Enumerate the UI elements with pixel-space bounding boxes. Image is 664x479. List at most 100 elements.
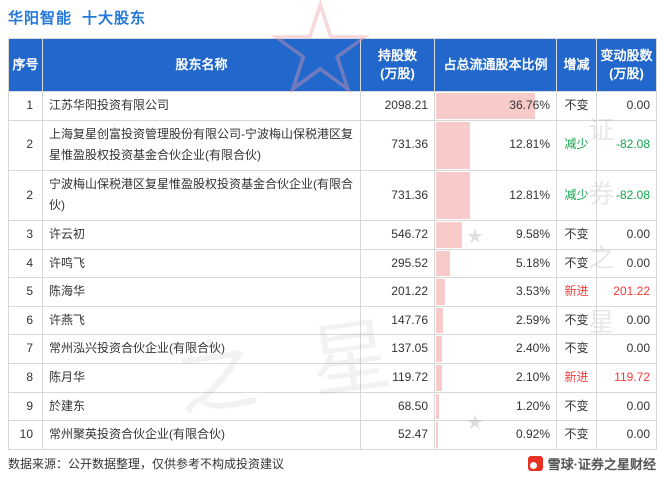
change-cell: 不变 (556, 305, 597, 336)
delta-cell: 0.00 (596, 91, 657, 121)
shareholder-name-cell: 陈海华 (42, 277, 361, 307)
delta-cell: 119.72 (596, 362, 657, 393)
percent-cell: 12.81% (434, 169, 557, 221)
shares-held-cell: 147.76 (360, 305, 435, 336)
row-number-cell: 8 (8, 362, 43, 393)
shareholder-name-cell: 常州聚英投资合伙企业(有限合伙) (42, 420, 361, 450)
percent-value: 2.10% (515, 369, 550, 384)
change-cell: 减少 (556, 119, 597, 171)
shares-held-cell: 731.36 (360, 169, 435, 221)
stock-name: 华阳智能 (8, 10, 73, 27)
row-number-cell: 2 (8, 119, 43, 171)
col-header-delta: 变动股数 (万股) (596, 38, 657, 92)
pct-bar (436, 121, 471, 169)
pct-bar (436, 221, 462, 248)
data-source-note: 数据来源：公开数据整理，仅供参考不构成投资建议 (8, 457, 285, 471)
shareholder-name-cell: 於建东 (42, 391, 361, 422)
percent-cell: 36.76% (434, 91, 557, 121)
percent-value: 2.59% (515, 312, 550, 327)
change-cell: 新进 (556, 362, 597, 393)
percent-cell: 2.59% (434, 305, 557, 336)
shares-held-cell: 2098.21 (360, 91, 435, 121)
row-number-cell: 6 (8, 305, 43, 336)
delta-cell: 0.00 (596, 305, 657, 336)
delta-cell: 201.22 (596, 277, 657, 307)
table-row: 8 陈月华 119.72 2.10% 新进 119.72 (8, 362, 657, 393)
table-row: 6 许燕飞 147.76 2.59% 不变 0.00 (8, 305, 657, 336)
row-number-cell: 3 (8, 219, 43, 250)
pct-bar (436, 93, 535, 119)
delta-cell: -82.08 (596, 169, 657, 221)
brand-text: 雪球·证券之星财经 (547, 457, 656, 472)
percent-cell: 1.20% (434, 391, 557, 422)
percent-cell: 5.18% (434, 248, 557, 279)
table-row: 7 常州泓兴投资合伙企业(有限合伙) 137.05 2.40% 不变 0.00 (8, 334, 657, 364)
shareholder-name-cell: 许云初 (42, 219, 361, 250)
footer: 数据来源：公开数据整理，仅供参考不构成投资建议 雪球·证券之星财经 (8, 454, 656, 473)
pct-bar (436, 422, 439, 448)
pct-bar (436, 250, 450, 277)
pct-bar (436, 171, 471, 219)
percent-value: 2.40% (515, 341, 550, 356)
table-row: 2 宁波梅山保税港区复星惟盈股权投资基金合伙企业(有限合伙) 731.36 12… (8, 169, 657, 221)
percent-value: 9.58% (515, 226, 550, 241)
shares-held-cell: 546.72 (360, 219, 435, 250)
shareholder-name-cell: 许燕飞 (42, 305, 361, 336)
pct-bar (436, 307, 443, 334)
shareholder-name-cell: 常州泓兴投资合伙企业(有限合伙) (42, 334, 361, 364)
change-cell: 不变 (556, 334, 597, 364)
col-header-shares: 持股数 (万股) (360, 38, 435, 92)
pct-bar (436, 393, 440, 420)
row-number-cell: 4 (8, 248, 43, 279)
shares-held-cell: 731.36 (360, 119, 435, 171)
change-cell: 不变 (556, 248, 597, 279)
col-header-change: 增减 (556, 38, 597, 92)
percent-cell: 9.58% (434, 219, 557, 250)
shareholders-table: 序号 股东名称 持股数 (万股) 占总流通股本比例 增减 变动股数 (万股) 1… (8, 38, 657, 450)
delta-cell: 0.00 (596, 420, 657, 450)
shares-held-cell: 201.22 (360, 277, 435, 307)
change-cell: 不变 (556, 391, 597, 422)
header-row: 序号 股东名称 持股数 (万股) 占总流通股本比例 增减 变动股数 (万股) (8, 38, 657, 92)
percent-value: 12.81% (509, 187, 550, 202)
table-row: 9 於建东 68.50 1.20% 不变 0.00 (8, 391, 657, 422)
shares-held-cell: 68.50 (360, 391, 435, 422)
table-row: 1 江苏华阳投资有限公司 2098.21 36.76% 不变 0.00 (8, 91, 657, 121)
shareholder-name-cell: 陈月华 (42, 362, 361, 393)
shareholder-name-cell: 上海复星创富投资管理股份有限公司-宁波梅山保税港区复星惟盈股权投资基金合伙企业(… (42, 119, 361, 171)
col-header-percent: 占总流通股本比例 (434, 38, 557, 92)
pct-bar (436, 364, 442, 391)
change-cell: 不变 (556, 91, 597, 121)
table-row: 5 陈海华 201.22 3.53% 新进 201.22 (8, 277, 657, 307)
row-number-cell: 2 (8, 169, 43, 221)
percent-cell: 12.81% (434, 119, 557, 171)
delta-cell: 0.00 (596, 219, 657, 250)
percent-cell: 2.10% (434, 362, 557, 393)
percent-value: 12.81% (509, 137, 550, 152)
col-header-no: 序号 (8, 38, 43, 92)
shareholder-name-cell: 许鸣飞 (42, 248, 361, 279)
percent-value: 5.18% (515, 255, 550, 270)
title-suffix: 十大股东 (82, 10, 147, 27)
change-cell: 减少 (556, 169, 597, 221)
row-number-cell: 7 (8, 334, 43, 364)
table-row: 4 许鸣飞 295.52 5.18% 不变 0.00 (8, 248, 657, 279)
delta-cell: -82.08 (596, 119, 657, 171)
col-header-name: 股东名称 (42, 38, 361, 92)
shares-held-cell: 52.47 (360, 420, 435, 450)
percent-value: 36.76% (509, 98, 550, 112)
row-number-cell: 5 (8, 277, 43, 307)
delta-cell: 0.00 (596, 248, 657, 279)
change-cell: 不变 (556, 219, 597, 250)
shareholder-name-cell: 江苏华阳投资有限公司 (42, 91, 361, 121)
shares-held-cell: 295.52 (360, 248, 435, 279)
shares-held-cell: 137.05 (360, 334, 435, 364)
delta-cell: 0.00 (596, 391, 657, 422)
change-cell: 不变 (556, 420, 597, 450)
percent-cell: 2.40% (434, 334, 557, 364)
shares-held-cell: 119.72 (360, 362, 435, 393)
shareholder-name-cell: 宁波梅山保税港区复星惟盈股权投资基金合伙企业(有限合伙) (42, 169, 361, 221)
row-number-cell: 9 (8, 391, 43, 422)
pct-bar (436, 279, 446, 305)
